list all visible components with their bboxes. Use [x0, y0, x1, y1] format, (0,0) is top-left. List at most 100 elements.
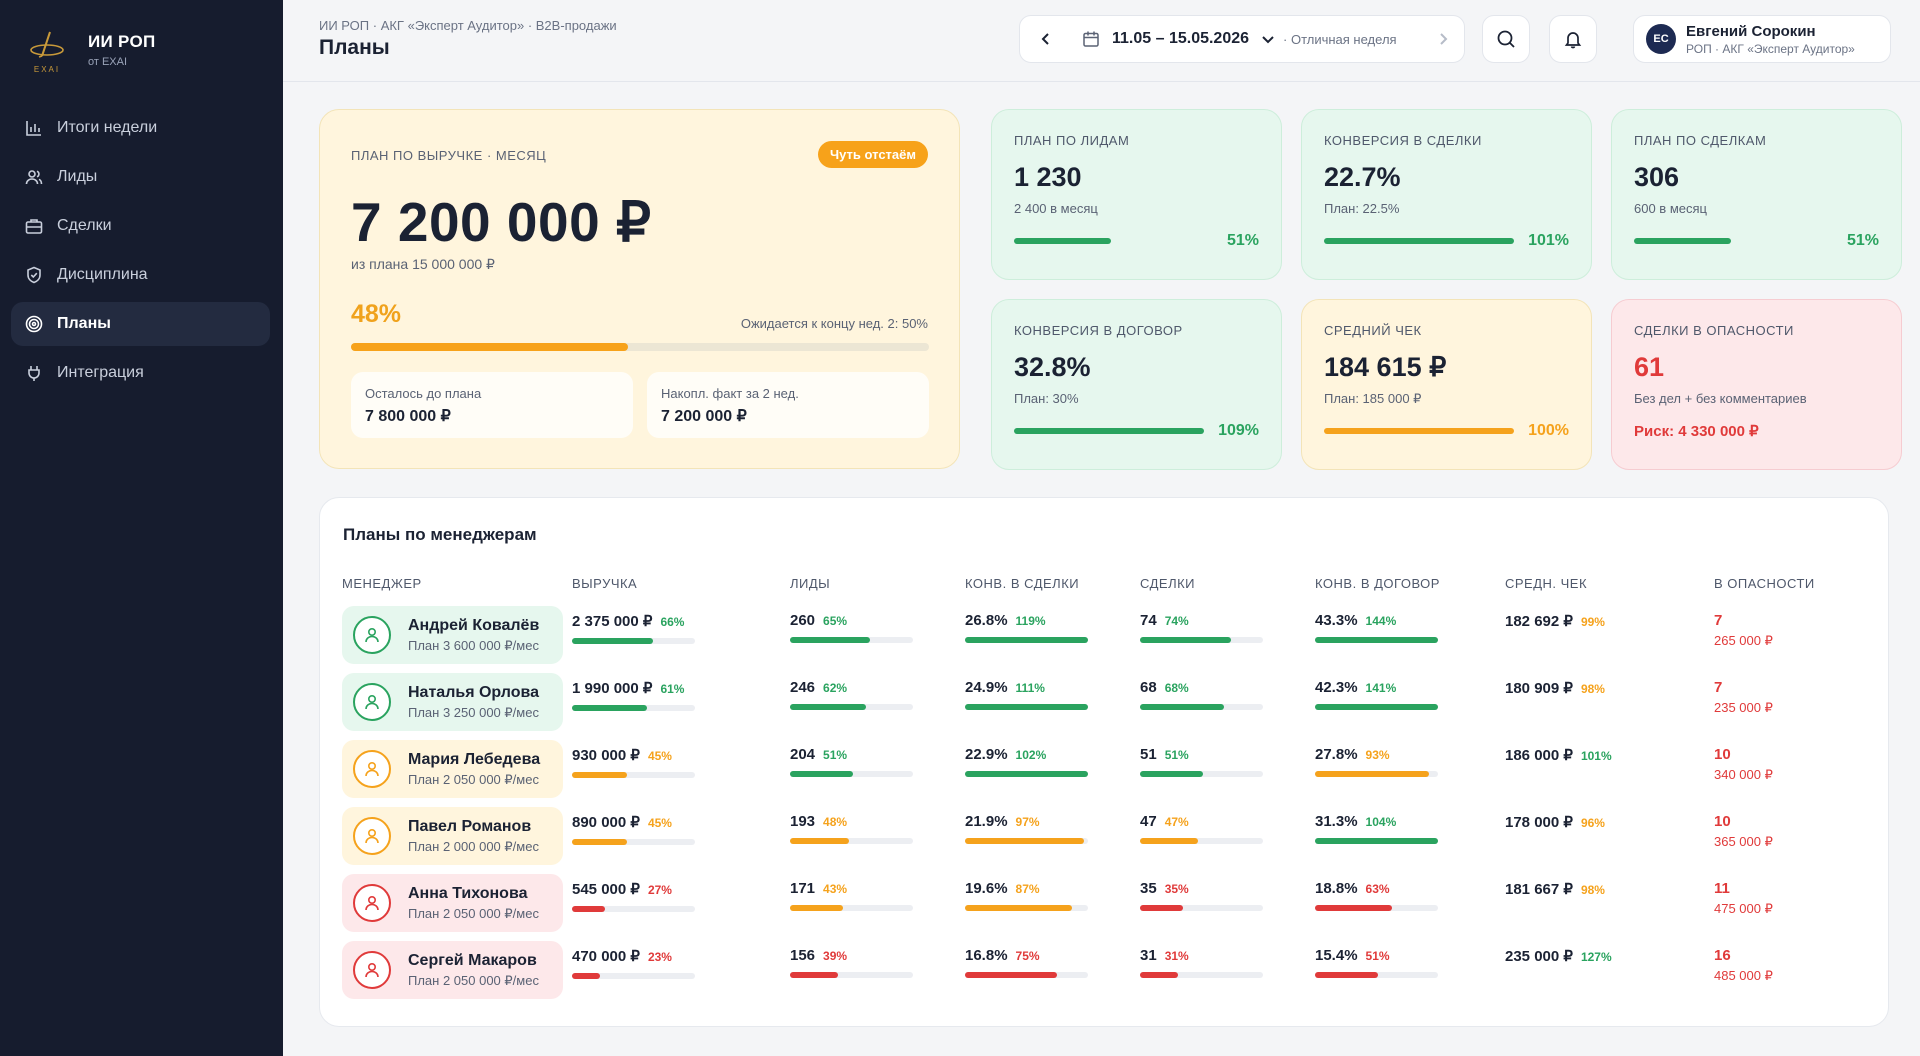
cell-value: 42.3% — [1315, 679, 1358, 696]
cell-value: 51 — [1140, 746, 1157, 763]
kpi-subtext: План: 30% — [1014, 391, 1079, 406]
sidebar-item-deals[interactable]: Сделки — [11, 204, 270, 248]
chevron-down-icon[interactable] — [1261, 32, 1275, 46]
cell-progress-fill — [1140, 704, 1224, 710]
col-at-risk[interactable]: В ОПАСНОСТИ — [1714, 576, 1815, 591]
cell-progress-fill — [790, 972, 838, 978]
kpi-average-check[interactable]: СРЕДНИЙ ЧЕК 184 615 ₽ План: 185 000 ₽ 100% — [1301, 299, 1592, 470]
sidebar-item-plans[interactable]: Планы — [11, 302, 270, 346]
search-button[interactable] — [1482, 15, 1530, 63]
kpi-label: ПЛАН ПО ЛИДАМ — [1014, 133, 1130, 148]
cell-progress-bar — [1140, 838, 1263, 844]
col-avg-check[interactable]: СРЕДН. ЧЕК — [1505, 576, 1588, 591]
user-menu[interactable]: ЕС Евгений Сорокин РОП · АКГ «Эксперт Ау… — [1633, 15, 1891, 63]
cell-values: 31.3% 104% — [1315, 813, 1438, 830]
cell-progress-bar — [790, 771, 913, 777]
kpi-leads-plan[interactable]: ПЛАН ПО ЛИДАМ 1 230 2 400 в месяц 51% — [991, 109, 1282, 280]
table-title: Планы по менеджерам — [343, 525, 537, 544]
cell-percent: 144% — [1365, 614, 1397, 628]
bell-icon — [1564, 32, 1582, 49]
cell-values: 545 000 ₽ 27% — [572, 880, 695, 898]
leads-cell: 156 39% — [790, 947, 913, 978]
sidebar-item-weekly-results[interactable]: Итоги недели — [11, 106, 270, 150]
manager-card[interactable]: Павел Романов План 2 000 000 ₽/мес — [342, 807, 563, 865]
col-manager[interactable]: МЕНЕДЖЕР — [342, 576, 422, 591]
sidebar-item-discipline[interactable]: Дисциплина — [11, 253, 270, 297]
conv-contract-cell: 15.4% 51% — [1315, 947, 1438, 978]
manager-plan: План 3 250 000 ₽/мес — [408, 704, 539, 720]
col-conv-deals[interactable]: КОНВ. В СДЕЛКИ — [965, 576, 1080, 591]
kpi-deals-at-risk[interactable]: СДЕЛКИ В ОПАСНОСТИ 61 Без дел + без коммен… — [1611, 299, 1902, 470]
cell-progress-bar — [1140, 771, 1263, 777]
kpi-percent: 51% — [1846, 232, 1879, 249]
manager-card[interactable]: Мария Лебедева План 2 050 000 ₽/мес — [342, 740, 563, 798]
kpi-conversion-contract[interactable]: КОНВЕРСИЯ В ДОГОВОР 32.8% План: 30% 109% — [991, 299, 1282, 470]
cell-percent: 93% — [1365, 748, 1390, 762]
cell-values: 181 667 ₽ 98% — [1505, 880, 1605, 898]
at-risk-cell[interactable]: 10 365 000 ₽ — [1714, 813, 1773, 850]
cell-values: 26.8% 119% — [965, 612, 1088, 629]
next-week-button[interactable] — [1436, 32, 1450, 46]
cell-value: 235 000 ₽ — [1505, 948, 1573, 965]
manager-card[interactable]: Сергей Макаров План 2 050 000 ₽/мес — [342, 941, 563, 999]
user-icon — [353, 817, 391, 855]
cell-progress-bar — [572, 973, 695, 979]
at-risk-cell[interactable]: 16 485 000 ₽ — [1714, 947, 1773, 984]
cell-values: 15.4% 51% — [1315, 947, 1438, 964]
cell-percent: 63% — [1365, 882, 1390, 896]
col-leads[interactable]: ЛИДЫ — [790, 576, 831, 591]
cell-progress-bar — [965, 637, 1088, 643]
sidebar-item-leads[interactable]: Лиды — [11, 155, 270, 199]
manager-card[interactable]: Андрей Ковалёв План 3 600 000 ₽/мес — [342, 606, 563, 664]
revenue-plan-label: ПЛАН ПО ВЫРУЧКЕ · МЕСЯЦ — [351, 148, 547, 163]
revenue-plan-text: из плана 15 000 000 ₽ — [351, 256, 495, 272]
cell-value: 47 — [1140, 813, 1157, 830]
cell-value: 2 375 000 ₽ — [572, 613, 653, 630]
cell-progress-fill — [572, 772, 628, 778]
sidebar-item-label: Лиды — [57, 168, 98, 185]
col-revenue[interactable]: ВЫРУЧКА — [572, 576, 638, 591]
at-risk-cell[interactable]: 10 340 000 ₽ — [1714, 746, 1773, 783]
cell-progress-fill — [965, 637, 1088, 643]
kpi-deals-plan[interactable]: ПЛАН ПО СДЕЛКАМ 306 600 в месяц 51% — [1611, 109, 1902, 280]
table-row: Мария Лебедева План 2 050 000 ₽/мес 930 00… — [320, 740, 1890, 800]
at-risk-cell[interactable]: 11 475 000 ₽ — [1714, 880, 1773, 917]
manager-card[interactable]: Наталья Орлова План 3 250 000 ₽/мес — [342, 673, 563, 731]
col-deals[interactable]: СДЕЛКИ — [1140, 576, 1196, 591]
cell-values: 470 000 ₽ 23% — [572, 947, 695, 965]
remaining-label: Осталось до плана — [365, 386, 482, 401]
breadcrumb[interactable]: ИИ РОП · АКГ «Эксперт Аудитор» · B2B-про… — [319, 18, 617, 33]
deals-cell: 74 74% — [1140, 612, 1263, 643]
kpi-subtext: Без дел + без комментариев — [1634, 391, 1807, 406]
sidebar-item-integration[interactable]: Интеграция — [11, 351, 270, 395]
cell-progress-fill — [1140, 771, 1203, 777]
kpi-label: ПЛАН ПО СДЕЛКАМ — [1634, 133, 1767, 148]
manager-info: Мария Лебедева План 2 050 000 ₽/мес — [408, 751, 540, 788]
cell-value: 22.9% — [965, 746, 1008, 763]
kpi-conversion-deals[interactable]: КОНВЕРСИЯ В СДЕЛКИ 22.7% План: 22.5% 101% — [1301, 109, 1592, 280]
notifications-button[interactable] — [1549, 15, 1597, 63]
cell-values: 2 375 000 ₽ 66% — [572, 612, 695, 630]
remaining-value: 7 800 000 ₽ — [365, 408, 451, 425]
cell-progress-bar — [965, 838, 1088, 844]
cell-progress-fill — [1140, 637, 1232, 643]
brand[interactable]: EXAI ИИ РОП от EXAI — [26, 26, 156, 74]
at-risk-cell[interactable]: 7 265 000 ₽ — [1714, 612, 1773, 649]
cell-percent: 99% — [1580, 615, 1605, 629]
cell-progress-fill — [572, 638, 654, 644]
date-range[interactable]: 11.05 – 15.05.2026 — [1112, 30, 1250, 47]
manager-name: Сергей Макаров — [408, 951, 537, 969]
at-risk-cell[interactable]: 7 235 000 ₽ — [1714, 679, 1773, 716]
cell-progress-bar — [790, 905, 913, 911]
table-row: Сергей Макаров План 2 050 000 ₽/мес 470 00… — [320, 941, 1890, 1001]
kpi-value: 184 615 ₽ — [1324, 352, 1447, 382]
kpi-progress-fill — [1324, 428, 1514, 434]
kpi-progress-bar — [1324, 238, 1514, 244]
cell-progress-bar — [1315, 972, 1438, 978]
user-icon — [353, 683, 391, 721]
prev-week-button[interactable] — [1020, 16, 1072, 62]
cell-values: 193 48% — [790, 813, 913, 830]
manager-card[interactable]: Анна Тихонова План 2 050 000 ₽/мес — [342, 874, 563, 932]
col-conv-contract[interactable]: КОНВ. В ДОГОВОР — [1315, 576, 1440, 591]
table-row: Андрей Ковалёв План 3 600 000 ₽/мес 2 375 … — [320, 606, 1890, 666]
